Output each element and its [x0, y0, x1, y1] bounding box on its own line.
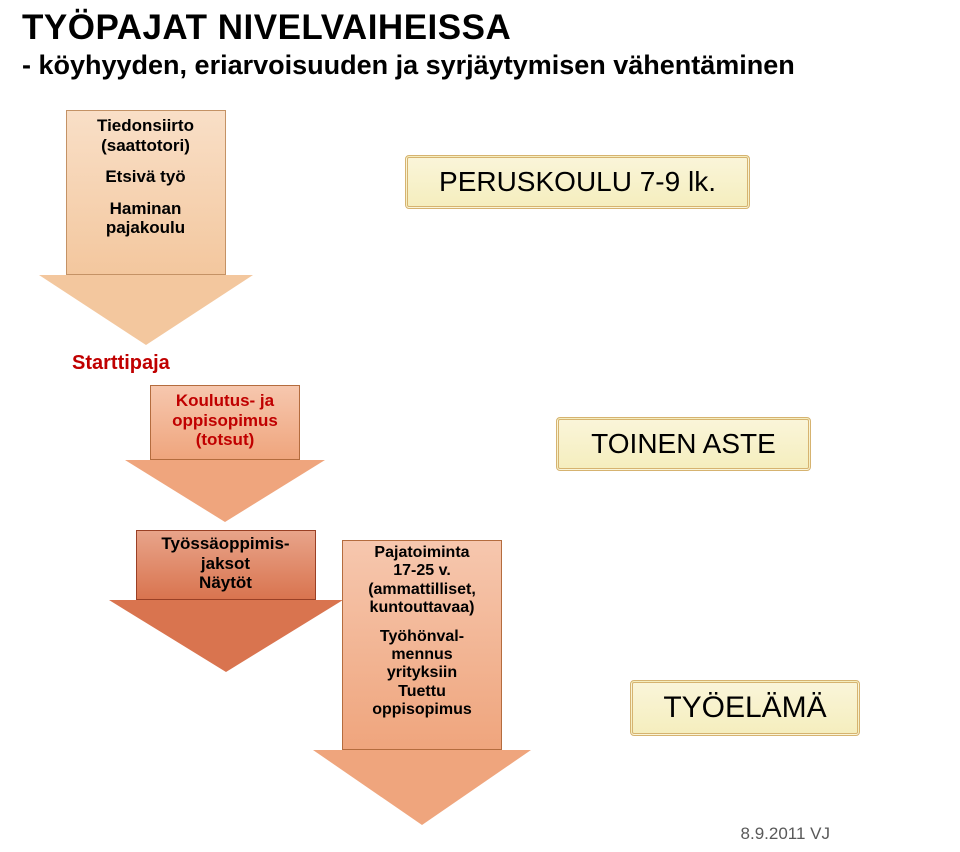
- stage-tyoelama-label: TYÖELÄMÄ: [663, 691, 826, 724]
- stage-toinen-aste: TOINEN ASTE: [556, 417, 811, 471]
- arrow4-line4: kuntouttavaa): [313, 599, 531, 617]
- arrow4-line9: Tuettu: [313, 683, 531, 701]
- arrow4-line6: Työhönval-: [313, 628, 531, 646]
- arrow1-line7: pajakoulu: [38, 218, 253, 238]
- arrow1-line4: Etsivä työ: [38, 167, 253, 187]
- starttipaja-label: Starttipaja: [72, 352, 170, 375]
- page-subtitle: - köyhyyden, eriarvoisuuden ja syrjäytym…: [22, 50, 795, 81]
- arrow2-line2: oppisopimus: [125, 411, 325, 431]
- arrow4-line7: mennus: [313, 646, 531, 664]
- arrow4-line1: Pajatoiminta: [313, 544, 531, 562]
- arrow4-line3: (ammattilliset,: [313, 581, 531, 599]
- stage-tyoelama: TYÖELÄMÄ: [630, 680, 860, 736]
- stage-toinen-aste-label: TOINEN ASTE: [591, 428, 776, 459]
- arrow4-line2: 17-25 v.: [313, 562, 531, 580]
- arrow-pajatoiminta: Pajatoiminta 17-25 v. (ammattilliset, ku…: [313, 540, 531, 825]
- footer-date: 8.9.2011 VJ: [741, 824, 830, 844]
- arrow3-line2: jaksot: [108, 554, 343, 574]
- arrow-tyossaoppimis: Työssäoppimis- jaksot Näytöt: [108, 530, 343, 672]
- arrow3-line1: Työssäoppimis-: [108, 534, 343, 554]
- stage-peruskoulu: PERUSKOULU 7-9 lk.: [405, 155, 750, 209]
- arrow2-line3: (totsut): [125, 430, 325, 450]
- arrow1-line2: (saattotori): [38, 136, 253, 156]
- arrow3-line3: Näytöt: [108, 573, 343, 593]
- arrow4-line10: oppisopimus: [313, 701, 531, 719]
- arrow-koulutus: Koulutus- ja oppisopimus (totsut): [125, 385, 325, 522]
- page-title: TYÖPAJAT NIVELVAIHEISSA: [22, 8, 511, 48]
- stage-peruskoulu-label: PERUSKOULU 7-9 lk.: [439, 166, 716, 197]
- arrow-tiedonsiirto: Tiedonsiirto (saattotori) Etsivä työ Ham…: [38, 110, 253, 345]
- arrow4-line8: yrityksiin: [313, 664, 531, 682]
- arrow1-line1: Tiedonsiirto: [38, 116, 253, 136]
- arrow2-line1: Koulutus- ja: [125, 391, 325, 411]
- arrow1-line6: Haminan: [38, 199, 253, 219]
